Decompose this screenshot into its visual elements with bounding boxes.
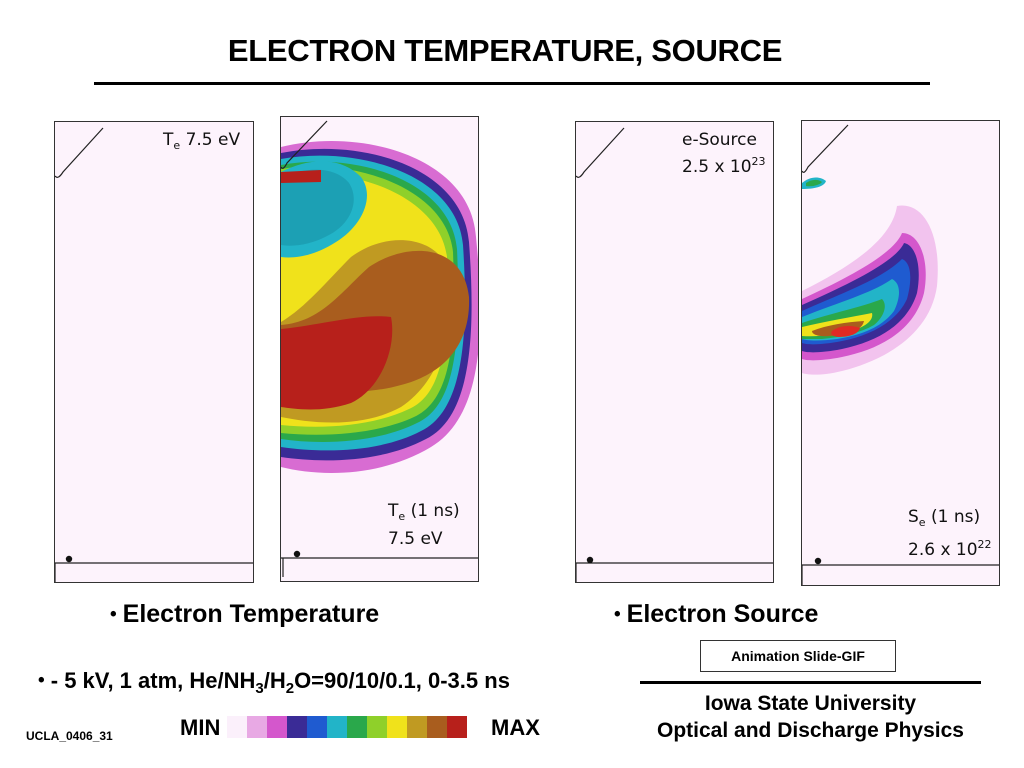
temperature-plot-panel: Te (1 ns) 7.5 eV — [280, 116, 479, 582]
source-frame-label: Se (1 ns) 2.6 x 1022 — [905, 506, 995, 561]
color-swatch — [267, 716, 287, 738]
source-caption: • Electron Source — [614, 600, 819, 628]
temperature-caption: • Electron Temperature — [110, 600, 380, 628]
reactor-outline-drawing — [55, 127, 253, 582]
color-swatch — [447, 716, 467, 738]
color-swatch — [227, 716, 247, 738]
reactor-outline-drawing — [576, 127, 773, 582]
temperature-scale-label: Te 7.5 eV — [160, 129, 244, 157]
scale-max-label: MAX — [491, 715, 540, 740]
group-name: Optical and Discharge Physics — [657, 719, 964, 742]
temperature-scale-panel: Te 7.5 eV — [54, 121, 254, 583]
bullet-icon: • — [110, 604, 117, 625]
animation-gif-button[interactable]: Animation Slide-GIF — [700, 640, 896, 672]
color-swatch — [247, 716, 267, 738]
color-swatch — [407, 716, 427, 738]
institution-rule — [640, 681, 981, 684]
institution-name: Iowa State University — [704, 692, 917, 715]
source-contour-plot — [802, 124, 999, 585]
source-scale-panel: e-Source 2.5 x 1023 — [575, 121, 774, 583]
slide-id: UCLA_0406_31 — [26, 729, 113, 743]
source-plot-panel: Se (1 ns) 2.6 x 1022 — [801, 120, 1000, 586]
scale-min-label: MIN — [180, 715, 221, 740]
color-swatch — [427, 716, 447, 738]
color-swatch — [347, 716, 367, 738]
color-swatch — [287, 716, 307, 738]
temperature-contour-plot — [281, 120, 478, 577]
color-swatch — [327, 716, 347, 738]
bullet-icon: • — [614, 604, 621, 625]
color-swatch — [387, 716, 407, 738]
slide-title: ELECTRON TEMPERATURE, SOURCE — [227, 33, 783, 68]
temperature-frame-label: Te (1 ns) 7.5 eV — [385, 500, 463, 550]
color-scale-bar — [227, 716, 467, 738]
color-swatch — [307, 716, 327, 738]
bullet-icon: • — [38, 670, 45, 691]
source-scale-label: e-Source 2.5 x 1023 — [679, 129, 769, 178]
title-underline — [94, 82, 930, 85]
conditions-text: • - 5 kV, 1 atm, He/NH3/H2O=90/10/0.1, 0… — [38, 668, 510, 697]
color-swatch — [367, 716, 387, 738]
institution-block: Iowa State University Optical and Discha… — [640, 690, 981, 744]
